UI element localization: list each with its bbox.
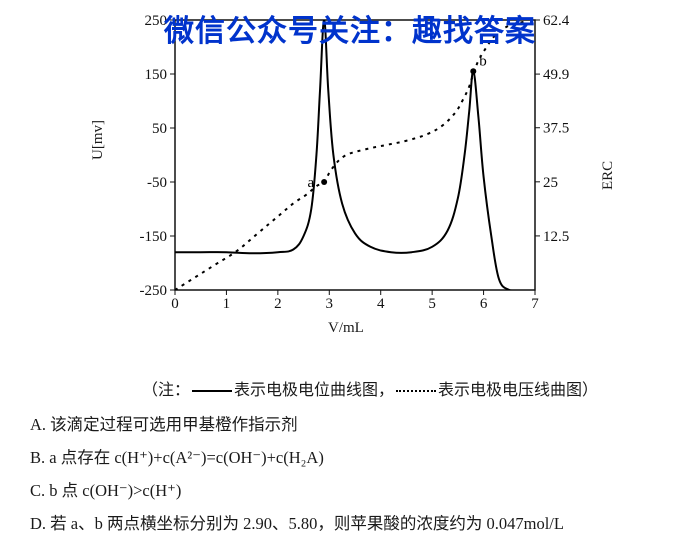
watermark-text: 微信公众号关注：趣找答案 xyxy=(0,6,700,50)
chart-svg: 01234567-250-150-505015025012.52537.549.… xyxy=(110,10,590,350)
svg-text:3: 3 xyxy=(326,296,334,312)
option-d: D. 若 a、b 两点横坐标分别为 2.90、5.80，则苹果酸的浓度约为 0.… xyxy=(30,507,690,533)
note-prefix: （注： xyxy=(142,382,190,399)
option-b: B. a 点存在 c(H⁺)+c(A²⁻)=c(OH⁻)+c(H₂A) xyxy=(30,441,690,474)
svg-text:4: 4 xyxy=(377,296,385,312)
svg-text:1: 1 xyxy=(223,296,231,312)
option-c: C. b 点 c(OH⁻)>c(H⁺) xyxy=(30,474,690,507)
svg-text:0: 0 xyxy=(171,296,179,312)
svg-text:49.9: 49.9 xyxy=(543,67,569,83)
titration-chart: 01234567-250-150-505015025012.52537.549.… xyxy=(110,10,590,370)
svg-text:37.5: 37.5 xyxy=(543,121,569,137)
legend-note: （注： 表示电极电位曲线图， 表示电极电压线曲图） xyxy=(90,376,650,400)
svg-text:7: 7 xyxy=(531,296,539,312)
series-solid xyxy=(175,20,525,291)
legend-dashed-line xyxy=(396,390,436,392)
note-solid-text: 表示电极电位曲线图， xyxy=(234,382,394,399)
answer-options: A. 该滴定过程可选用甲基橙作指示剂 B. a 点存在 c(H⁺)+c(A²⁻)… xyxy=(30,408,690,533)
svg-text:6: 6 xyxy=(480,296,488,312)
svg-text:-250: -250 xyxy=(140,283,168,299)
svg-text:2: 2 xyxy=(274,296,282,312)
series-dashed xyxy=(175,22,525,290)
x-axis-label: V/mL xyxy=(328,320,364,337)
option-a: A. 该滴定过程可选用甲基橙作指示剂 xyxy=(30,408,690,441)
y-right-axis-label: ERC xyxy=(600,161,617,190)
svg-text:25: 25 xyxy=(543,175,558,191)
marker-b-label: b xyxy=(479,53,487,69)
svg-text:150: 150 xyxy=(145,67,168,83)
legend-solid-line xyxy=(192,390,232,392)
note-dashed-text: 表示电极电压线曲图） xyxy=(438,382,598,399)
y-left-axis-label: U[mv] xyxy=(90,120,107,160)
svg-text:50: 50 xyxy=(152,121,167,137)
marker-a-label: a xyxy=(307,175,314,191)
svg-text:-150: -150 xyxy=(140,229,168,245)
svg-text:-50: -50 xyxy=(147,175,167,191)
svg-text:5: 5 xyxy=(428,296,436,312)
svg-text:12.5: 12.5 xyxy=(543,229,569,245)
